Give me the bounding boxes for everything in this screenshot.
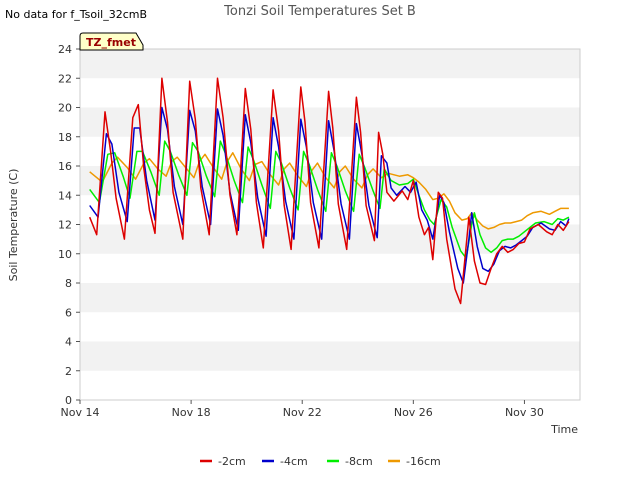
tag-badge: TZ_fmet (86, 36, 136, 49)
y-tick-label: 0 (65, 394, 72, 407)
grid-band (80, 283, 580, 313)
y-tick-label: 16 (58, 160, 72, 173)
legend: -2cm -4cm -8cm -16cm (200, 455, 441, 468)
y-tick-label: 8 (65, 277, 72, 290)
no-data-note: No data for f_Tsoil_32cmB (5, 8, 147, 21)
x-tick-label: Nov 14 (61, 406, 100, 419)
y-tick-label: 20 (58, 102, 72, 115)
x-tick-label: Nov 30 (505, 406, 544, 419)
x-tick-label: Nov 26 (394, 406, 433, 419)
y-axis-label: Soil Temperature (C) (7, 169, 20, 282)
series-line-2cm (89, 77, 570, 305)
y-tick-label: 14 (58, 189, 72, 202)
y-tick-label: 2 (65, 365, 72, 378)
x-tick-label: Nov 18 (172, 406, 211, 419)
y-tick-label: 24 (58, 43, 72, 56)
x-axis-ticks: Nov 14 Nov 18 Nov 22 Nov 26 Nov 30 (61, 400, 544, 419)
legend-label: -16cm (406, 455, 441, 468)
x-axis-label: Time (550, 423, 578, 436)
chart-title: Tonzi Soil Temperatures Set B (223, 4, 416, 19)
y-tick-label: 10 (58, 248, 72, 261)
y-tick-label: 4 (65, 336, 72, 349)
legend-label: -4cm (280, 455, 308, 468)
y-tick-label: 12 (58, 219, 72, 232)
grid-band (80, 341, 580, 371)
tag-badge-frame (79, 32, 144, 51)
x-tick-label: Nov 22 (283, 406, 322, 419)
legend-label: -2cm (218, 455, 246, 468)
series-line-16cm (89, 152, 569, 230)
series-line-4cm (89, 106, 570, 284)
y-tick-label: 6 (65, 306, 72, 319)
legend-label: -8cm (345, 455, 373, 468)
y-tick-label: 18 (58, 131, 72, 144)
grid-band (80, 49, 580, 79)
series-layer (89, 77, 570, 305)
y-tick-label: 22 (58, 72, 72, 85)
